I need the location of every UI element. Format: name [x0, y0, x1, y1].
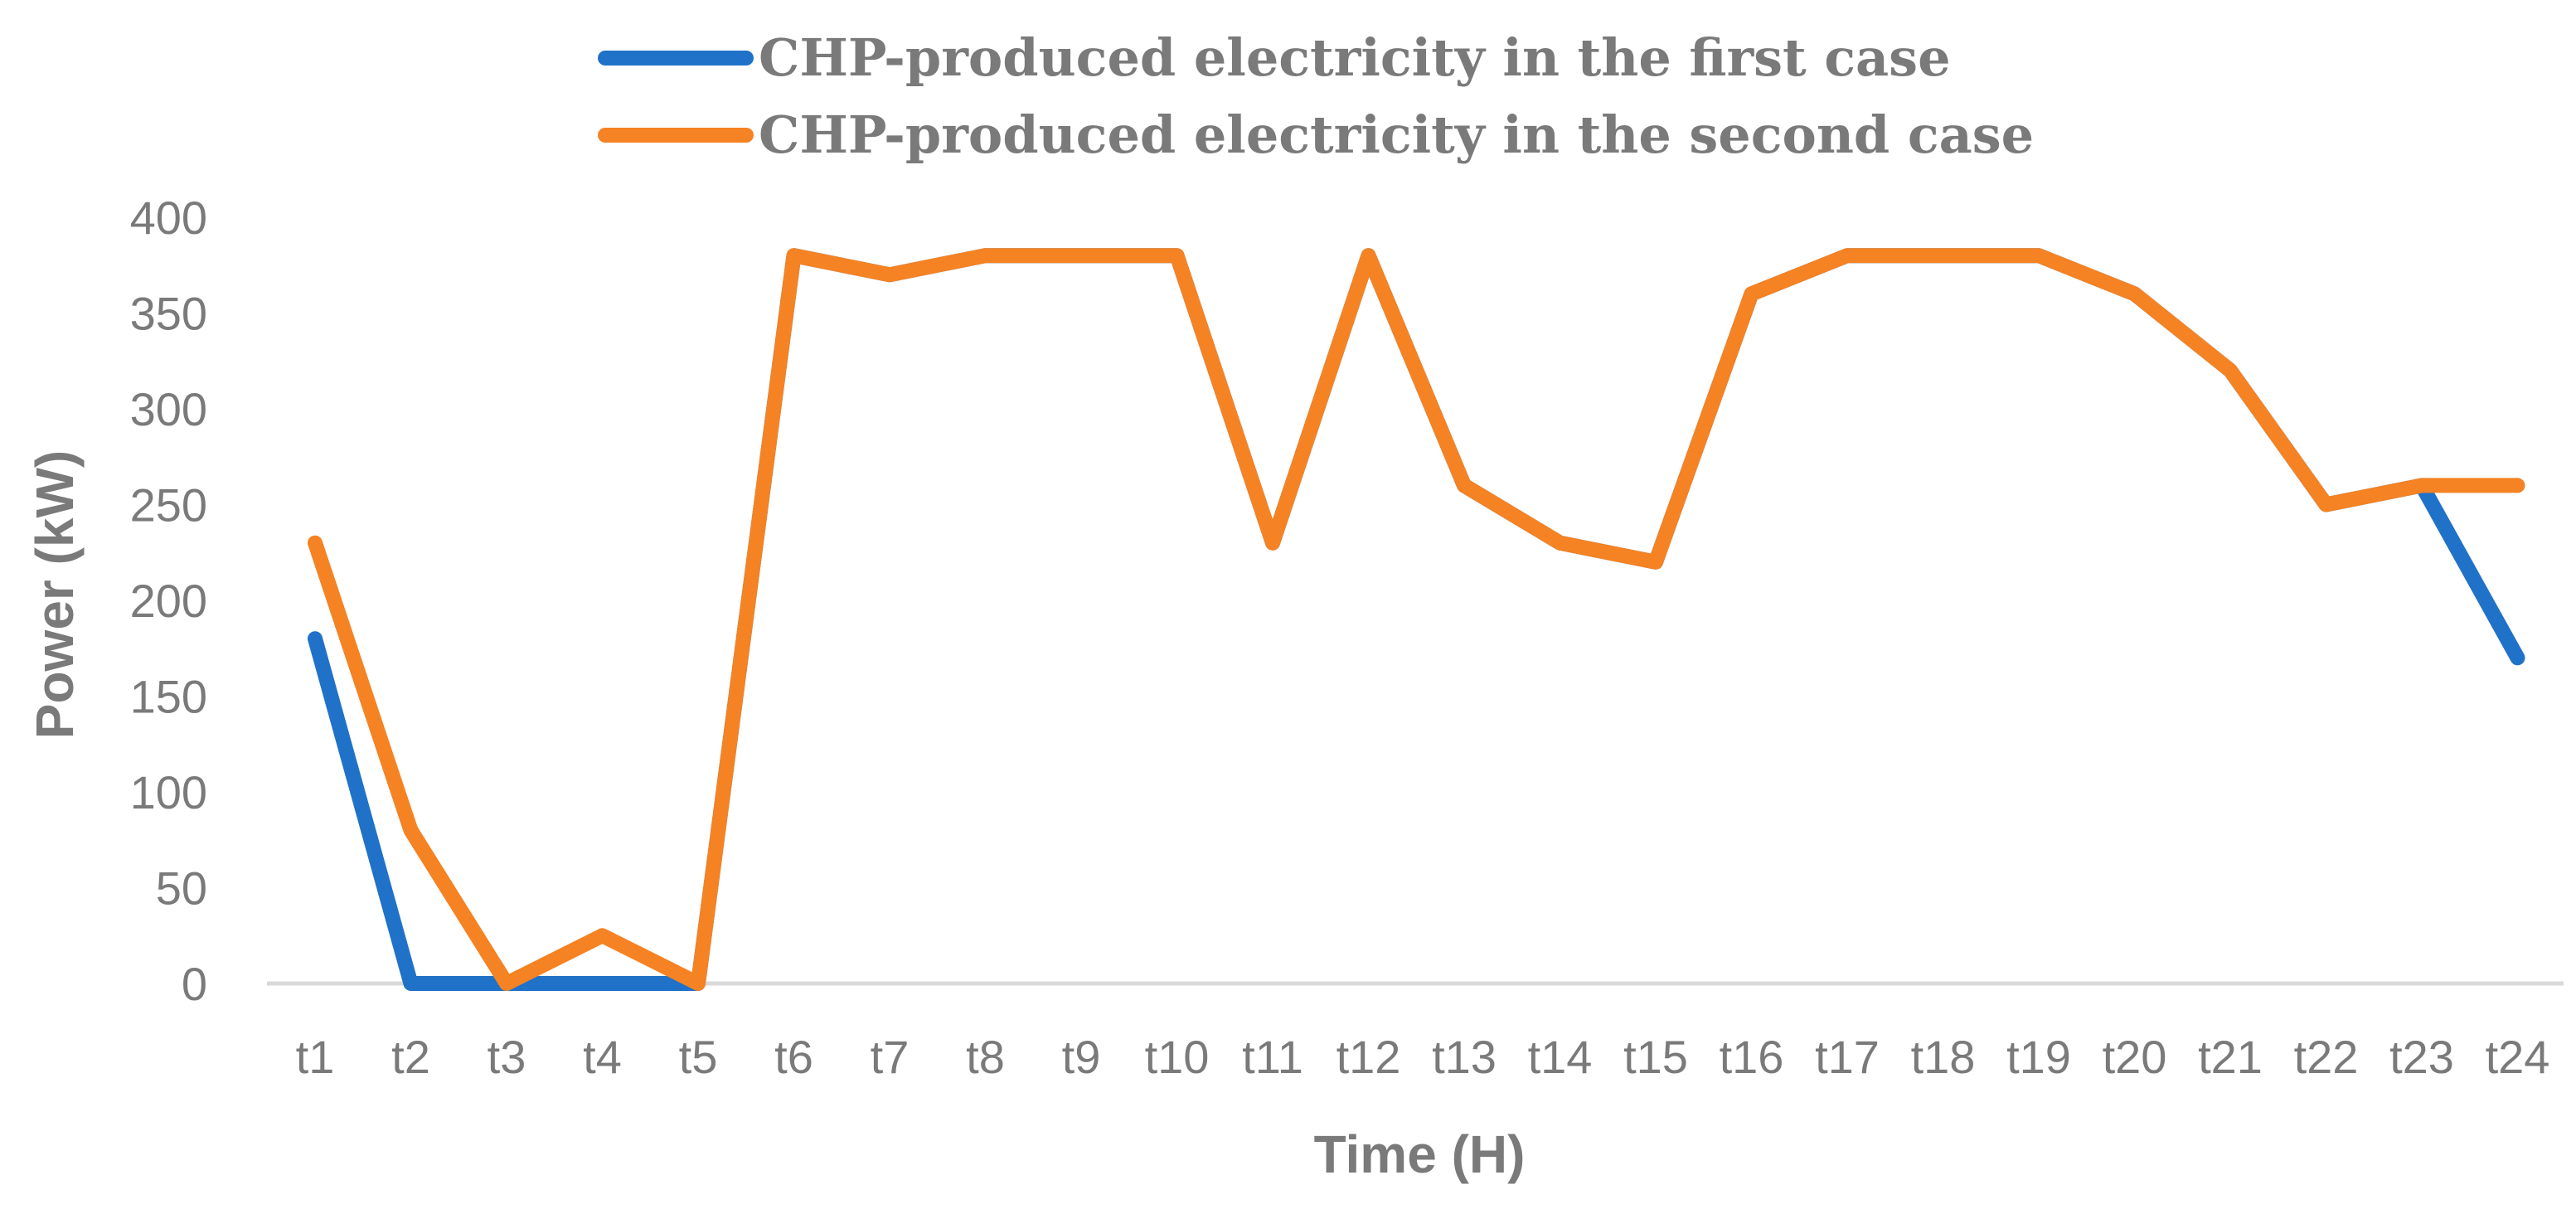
x-tick-label: t9 — [1062, 1031, 1101, 1083]
legend: CHP-produced electricity in the first ca… — [598, 27, 2034, 165]
y-tick-label: 400 — [130, 192, 207, 244]
y-tick-label: 250 — [130, 479, 207, 532]
y-axis-tick-labels: 0 50 100 150 200 250 300 350 400 — [130, 192, 207, 1010]
x-tick-label: t4 — [583, 1031, 622, 1083]
x-tick-label: t18 — [1911, 1031, 1976, 1083]
x-tick-label: t11 — [1242, 1031, 1303, 1083]
legend-label-second-case: CHP-produced electricity in the second c… — [759, 104, 2034, 165]
x-tick-label: t6 — [774, 1031, 813, 1083]
series-lines — [308, 248, 2525, 991]
y-tick-label: 200 — [130, 575, 207, 627]
x-tick-label: t8 — [966, 1031, 1005, 1083]
y-tick-label: 150 — [130, 671, 207, 723]
x-tick-label: t2 — [391, 1031, 430, 1083]
y-tick-label: 50 — [156, 862, 207, 915]
y-tick-label: 300 — [130, 383, 207, 435]
y-tick-label: 100 — [130, 766, 207, 818]
y-tick-label: 0 — [182, 958, 207, 1010]
y-axis-title: Power (kW) — [25, 450, 85, 739]
x-tick-label: t7 — [871, 1031, 910, 1083]
x-tick-label: t21 — [2198, 1031, 2263, 1083]
series-line-second-case — [308, 248, 2525, 991]
x-tick-label: t12 — [1337, 1031, 1401, 1083]
x-axis-title: Time (H) — [1314, 1124, 1526, 1184]
x-tick-label: t14 — [1528, 1031, 1593, 1083]
y-tick-label: 350 — [130, 288, 207, 340]
x-tick-label: t23 — [2389, 1031, 2454, 1083]
x-tick-label: t10 — [1145, 1031, 1210, 1083]
x-tick-label: t24 — [2486, 1031, 2550, 1083]
legend-label-first-case: CHP-produced electricity in the first ca… — [759, 27, 1951, 88]
x-tick-label: t15 — [1623, 1031, 1688, 1083]
x-tick-label: t20 — [2103, 1031, 2167, 1083]
x-tick-label: t1 — [296, 1031, 335, 1083]
x-tick-label: t5 — [679, 1031, 718, 1083]
x-tick-label: t19 — [2006, 1031, 2071, 1083]
x-tick-label: t17 — [1815, 1031, 1880, 1083]
x-tick-label: t13 — [1432, 1031, 1497, 1083]
x-axis-tick-labels: t1 t2 t3 t4 t5 t6 t7 t8 t9 t10 t11 t12 t13 t14 t15 t16 t… — [296, 1031, 2550, 1083]
x-tick-label: t16 — [1720, 1031, 1784, 1083]
x-tick-label: t3 — [488, 1031, 526, 1083]
x-tick-label: t22 — [2294, 1031, 2359, 1083]
